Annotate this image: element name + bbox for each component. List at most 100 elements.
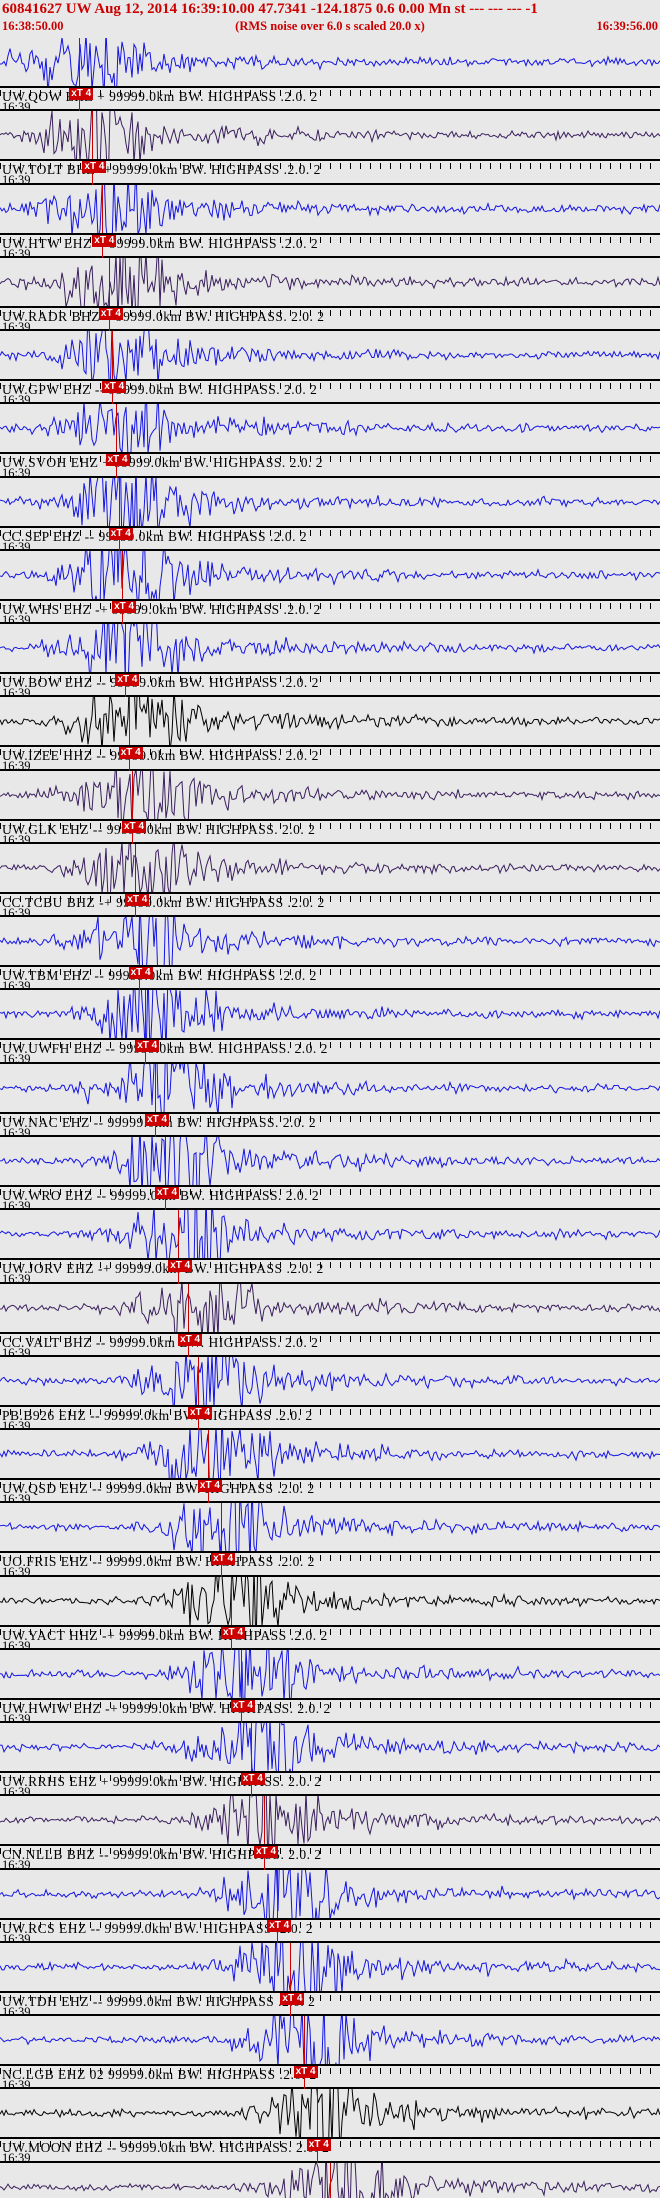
arrival-marker-box-27[interactable]: xT 4 (294, 2066, 318, 2078)
arrival-marker-line-12 (139, 917, 140, 965)
arrival-marker-line-11 (135, 844, 136, 892)
station-label-7: UW.WHS EHZ -+ 99999.0km BW. HIGHPASS .2.… (2, 602, 321, 618)
time-tick-label-2: 16:39 (2, 247, 30, 258)
arrival-marker-line-20 (221, 1503, 222, 1551)
arrival-diagonal-connector-6 (119, 540, 122, 551)
arrival-marker-box-20[interactable]: xT 4 (211, 1553, 235, 1565)
arrival-marker-box-26[interactable]: xT 4 (280, 1993, 304, 2005)
seismic-row-10: UW.GLK EHZ -- 99999.0km BW. HIGHPASS. 2.… (0, 771, 660, 844)
seismic-row-0: UW.QOW EHZ + 99999.0km BW. HIGHPASS .2.0… (0, 38, 660, 111)
station-label-27: NC.LGB EHZ 02 99999.0km BW. HIGHPASS .2.… (2, 2067, 317, 2083)
time-tick-label-23: 16:39 (2, 1785, 30, 1796)
arrival-marker-line-4 (112, 331, 113, 379)
arrival-marker-box-17[interactable]: xT 4 (178, 1334, 202, 1346)
label-strip-14: UW.NAC EHZ -- 99999.0km BW. HIGHPASS. 2.… (0, 1112, 660, 1137)
station-label-18: PB.B926 EHZ -- 99999.0km BW. HIGHPASS .2… (2, 1408, 313, 1424)
arrival-marker-box-9[interactable]: xT 4 (119, 747, 143, 759)
arrival-marker-line-5 (116, 404, 117, 452)
arrival-marker-box-22[interactable]: xT 4 (231, 1700, 255, 1712)
arrival-marker-box-10[interactable]: xT 4 (122, 821, 146, 833)
seismic-trace-rows: UW.QOW EHZ + 99999.0km BW. HIGHPASS .2.0… (0, 38, 660, 2198)
arrival-diagonal-connector-11 (135, 906, 138, 917)
seismic-row-4: UW.GPW EHZ -- 99999.0km BW. HIGHPASS. 2.… (0, 331, 660, 404)
label-strip-22: UW.HWIW EHZ -+ 99999.0km BW. HIGHPASS. 2… (0, 1698, 660, 1723)
arrival-marker-box-15[interactable]: xT 4 (155, 1187, 179, 1199)
helicorder-display: 60841627 UW Aug 12, 2014 16:39:10.00 47.… (0, 0, 660, 2198)
arrival-marker-box-25[interactable]: xT 4 (267, 1920, 291, 1932)
arrival-marker-line-25 (277, 1870, 278, 1918)
arrival-marker-line-14 (155, 1064, 156, 1112)
station-label-5: UW.SVOH EHZ + 99999.0km BW. HIGHPASS. 2.… (2, 455, 323, 471)
seismic-row-22: UW.HWIW EHZ -+ 99999.0km BW. HIGHPASS. 2… (0, 1650, 660, 1723)
arrival-marker-line-17 (188, 1284, 189, 1332)
station-label-12: UW.TBM EHZ -- 99999.0km BW. HIGHPASS .2.… (2, 968, 317, 984)
seismic-row-24: CN.NLLB BHZ -- 99999.0km BW. HIGHPASS. 2… (0, 1796, 660, 1869)
station-label-2: UW.HTW EHZ -- 99999.0km BW. HIGHPASS .2.… (2, 236, 318, 252)
arrival-marker-line-2 (102, 185, 103, 233)
time-tick-label-25: 16:39 (2, 1932, 30, 1943)
label-strip-20: UO.FRIS EHZ -- 99999.0km BW. HIGHPASS .2… (0, 1551, 660, 1576)
arrival-marker-box-7[interactable]: xT 4 (112, 601, 136, 613)
arrival-marker-box-21[interactable]: xT 4 (221, 1627, 245, 1639)
arrival-marker-box-23[interactable]: xT 4 (241, 1773, 265, 1785)
arrival-marker-line-8 (125, 624, 126, 672)
time-tick-label-3: 16:39 (2, 320, 30, 331)
arrival-marker-box-12[interactable]: xT 4 (129, 967, 153, 979)
station-label-1: UW.TOLT BHZ -+99999.0km BW. HIGHPASS .2.… (2, 162, 321, 178)
arrival-diagonal-connector-25 (277, 1932, 290, 1943)
waveform-trace-7 (0, 551, 660, 599)
label-strip-15: UW.WRO EHZ -- 99999.0km BW. HIGHPASS. 2.… (0, 1185, 660, 1210)
arrival-marker-box-24[interactable]: xT 4 (254, 1846, 278, 1858)
arrival-diagonal-connector-18 (198, 1419, 208, 1430)
waveform-trace-5 (0, 404, 660, 452)
arrival-marker-box-19[interactable]: xT 4 (198, 1480, 222, 1492)
arrival-marker-line-21 (231, 1577, 232, 1625)
waveform-trace-17 (0, 1284, 660, 1332)
station-label-22: UW.HWIW EHZ -+ 99999.0km BW. HIGHPASS. 2… (2, 1701, 331, 1717)
label-strip-10: UW.GLK EHZ -- 99999.0km BW. HIGHPASS. 2.… (0, 819, 660, 844)
label-strip-3: UW.RADR BHZ + 99999.0km BW. HIGHPASS. 2.… (0, 306, 660, 331)
arrival-marker-line-0 (79, 38, 80, 86)
arrival-diagonal-connector-23 (251, 1785, 264, 1796)
arrival-marker-box-0[interactable]: xT 4 (69, 88, 93, 100)
time-tick-label-8: 16:39 (2, 686, 30, 697)
arrival-marker-box-3[interactable]: xT 4 (99, 308, 123, 320)
waveform-trace-20 (0, 1503, 660, 1551)
arrival-marker-box-5[interactable]: xT 4 (106, 454, 130, 466)
arrival-marker-box-11[interactable]: xT 4 (125, 894, 149, 906)
label-strip-24: CN.NLLB BHZ -- 99999.0km BW. HIGHPASS. 2… (0, 1844, 660, 1869)
arrival-marker-box-28[interactable]: xT 4 (307, 2139, 331, 2151)
arrival-marker-box-2[interactable]: xT 4 (92, 235, 116, 247)
arrival-diagonal-connector-7 (122, 613, 125, 624)
label-strip-1: UW.TOLT BHZ -+99999.0km BW. HIGHPASS .2.… (0, 159, 660, 184)
station-label-0: UW.QOW EHZ + 99999.0km BW. HIGHPASS .2.0… (2, 89, 318, 105)
header-rms-note: (RMS noise over 6.0 s scaled 20.0 x) (150, 19, 510, 34)
arrival-diagonal-connector-27 (304, 2078, 317, 2089)
arrival-marker-box-6[interactable]: xT 4 (109, 528, 133, 540)
arrival-marker-box-14[interactable]: xT 4 (145, 1114, 169, 1126)
label-strip-26: UW.TDH EHZ -- 99999.0km BW. HIGHPASS .2.… (0, 1991, 660, 2016)
arrival-marker-line-13 (145, 990, 146, 1038)
arrival-marker-box-8[interactable]: xT 4 (115, 674, 139, 686)
seismic-row-26: UW.TDH EHZ -- 99999.0km BW. HIGHPASS .2.… (0, 1943, 660, 2016)
arrival-marker-box-13[interactable]: xT 4 (135, 1040, 159, 1052)
time-tick-label-6: 16:39 (2, 540, 30, 551)
station-label-9: UW.IZEE HHZ -- 99999.0km BW. HIGHPASS. 2… (2, 748, 319, 764)
seismic-row-27: NC.LGB EHZ 02 99999.0km BW. HIGHPASS .2.… (0, 2016, 660, 2089)
arrival-marker-box-18[interactable]: xT 4 (188, 1407, 212, 1419)
time-tick-label-14: 16:39 (2, 1126, 30, 1137)
waveform-trace-15 (0, 1137, 660, 1185)
label-strip-0: UW.QOW EHZ + 99999.0km BW. HIGHPASS .2.0… (0, 86, 660, 111)
label-strip-23: UW.RRHS EHZ + 99999.0km BW. HIGHPASS. 2.… (0, 1771, 660, 1796)
time-tick-label-5: 16:39 (2, 466, 30, 477)
arrival-marker-box-4[interactable]: xT 4 (102, 381, 126, 393)
seismic-row-5: UW.SVOH EHZ + 99999.0km BW. HIGHPASS. 2.… (0, 404, 660, 477)
seismic-row-16: UW.JORV EHZ -+ 99999.0km BW. HIGHPASS .2… (0, 1210, 660, 1283)
arrival-marker-box-16[interactable]: xT 4 (168, 1260, 192, 1272)
station-label-26: UW.TDH EHZ -- 99999.0km BW. HIGHPASS .2.… (2, 1994, 315, 2010)
label-strip-12: UW.TBM EHZ -- 99999.0km BW. HIGHPASS .2.… (0, 965, 660, 990)
arrival-marker-box-1[interactable]: xT 4 (82, 161, 106, 173)
seismic-row-13: UW.UWFH EHZ -- 99999.0km BW. HIGHPASS. 2… (0, 990, 660, 1063)
seismic-row-23: UW.RRHS EHZ + 99999.0km BW. HIGHPASS. 2.… (0, 1723, 660, 1796)
waveform-trace-21 (0, 1577, 660, 1625)
